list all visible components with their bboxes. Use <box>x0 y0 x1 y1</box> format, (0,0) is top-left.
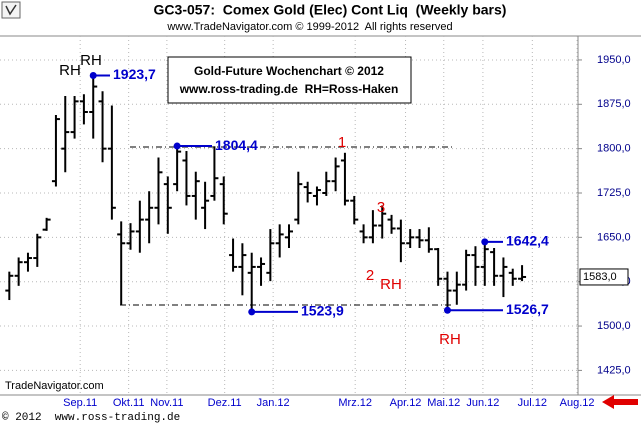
scroll-arrow[interactable] <box>602 395 638 409</box>
x-tick-label: Apr.12 <box>390 397 422 409</box>
y-tick-label: 1425,0 <box>597 364 631 376</box>
y-tick-label: 1725,0 <box>597 187 631 199</box>
price-label: 1526,7 <box>506 301 549 317</box>
last-price-label: 1583,0 <box>583 271 617 283</box>
menu-icon-glyph <box>5 4 17 16</box>
x-tick-label: Aug.12 <box>560 397 595 409</box>
y-tick-label: 1875,0 <box>597 98 631 110</box>
price-label: 1523,9 <box>301 303 344 319</box>
x-tick-label: Dez.11 <box>208 397 242 409</box>
x-tick-label: Okt.11 <box>113 397 145 409</box>
x-tick-label: Mrz.12 <box>338 397 372 409</box>
annotation: RH <box>380 276 402 293</box>
x-tick-label: Jan.12 <box>257 397 290 409</box>
menu-icon[interactable] <box>1 1 21 19</box>
y-tick-label: 1650,0 <box>597 231 631 243</box>
info-box <box>167 56 412 104</box>
y-tick-label: 1800,0 <box>597 143 631 155</box>
last-price-box <box>579 268 629 286</box>
price-label: 1923,7 <box>113 66 156 82</box>
y-tick-label: 1950,0 <box>597 54 631 66</box>
y-tick-label: 1500,0 <box>597 320 631 332</box>
price-label: 1804,4 <box>215 137 258 153</box>
info-line: Gold-Future Wochenchart © 2012 <box>194 64 384 78</box>
x-tick-label: Jul.12 <box>518 397 547 409</box>
annotation: RH <box>80 52 102 69</box>
annotation: 2 <box>366 267 374 284</box>
annotation: 1 <box>338 134 346 151</box>
annotation: RH <box>59 62 81 79</box>
x-tick-label: Sep.11 <box>63 397 97 409</box>
info-line: www.ross-trading.de RH=Ross-Haken <box>179 82 399 96</box>
chart-title: GC3-057: Comex Gold (Elec) Cont Liq (Wee… <box>154 2 507 18</box>
x-tick-label: Mai.12 <box>427 397 460 409</box>
chart-subtitle: www.TradeNavigator.com © 1999-2012 All r… <box>166 21 452 33</box>
watermark: TradeNavigator.com <box>5 380 104 392</box>
price-label: 1642,4 <box>506 233 549 249</box>
annotation: RH <box>439 331 461 348</box>
annotation: 3 <box>377 199 385 216</box>
x-tick-label: Nov.11 <box>150 397 183 409</box>
x-tick-label: Jun.12 <box>466 397 499 409</box>
footer: © 2012 www.ross-trading.de <box>2 412 180 424</box>
